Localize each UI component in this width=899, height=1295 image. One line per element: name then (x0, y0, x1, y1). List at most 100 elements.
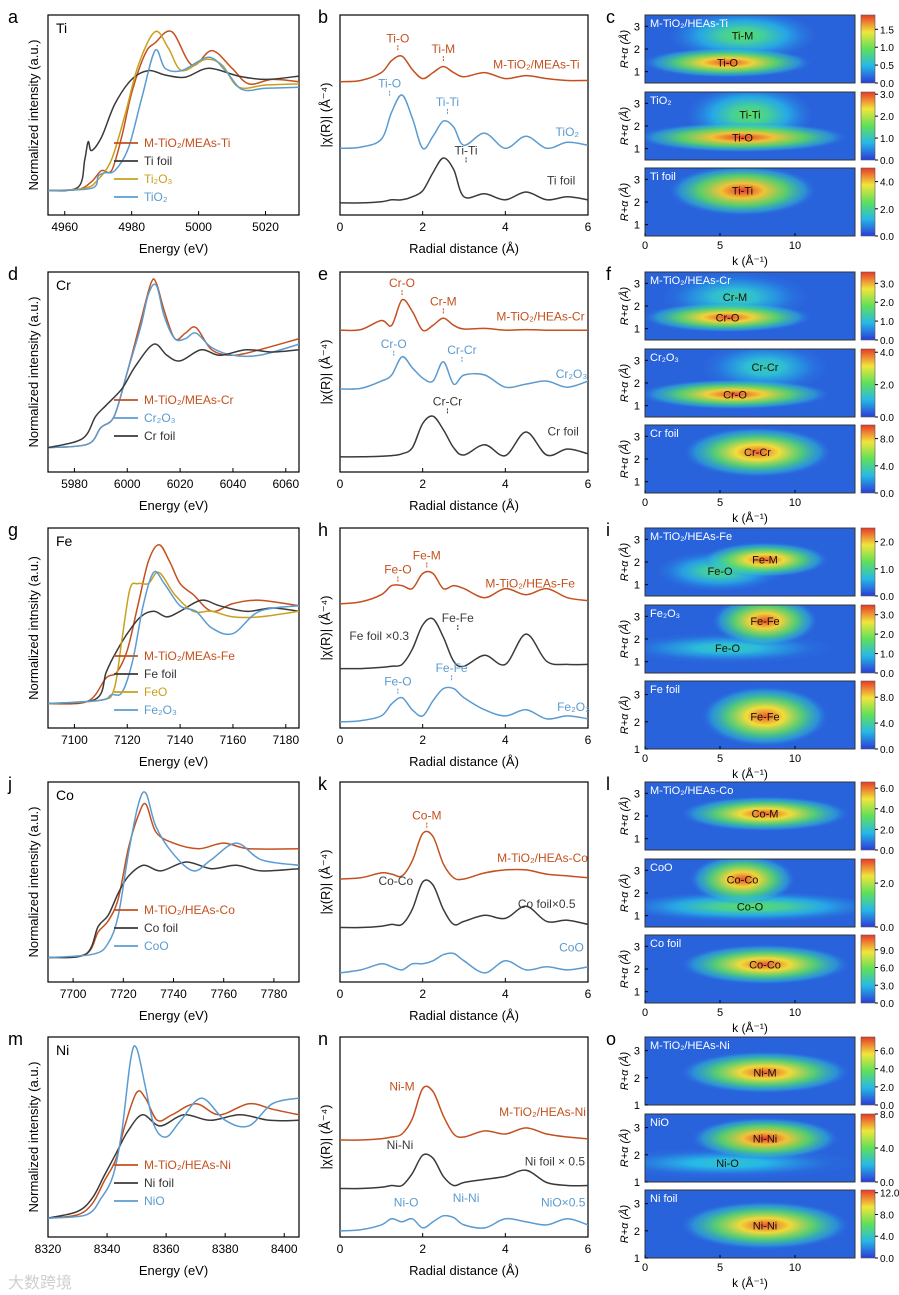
x-axis-label: Energy (eV) (139, 754, 208, 769)
legend-label: M-TiO₂/MEAs-Ti (144, 136, 230, 150)
series-line-2 (340, 94, 588, 150)
series-line-3 (340, 1214, 588, 1232)
legend-label: Ti₂O₃ (144, 172, 173, 186)
y-tick-label: 1 (634, 144, 640, 156)
y-tick-label: 1 (634, 657, 640, 669)
annotation-label: TiO₂ (556, 125, 580, 139)
heatmap (645, 605, 855, 673)
annotation-label: CoO (559, 941, 584, 955)
y-tick-label: 3 (634, 611, 640, 623)
y-tick-label: 3 (634, 1199, 640, 1211)
y-tick-label: 2 (634, 1073, 640, 1085)
y-tick-label: 3 (634, 941, 640, 953)
heatmap (645, 1190, 855, 1258)
x-tick-label: 2 (419, 987, 426, 1001)
element-label: Fe (56, 533, 73, 549)
peak-label: Ti-Ti (739, 110, 760, 122)
plot-frame (339, 271, 589, 473)
legend-label: M-TiO₂/HEAs-Co (144, 903, 235, 917)
peak-label: Fe-O (715, 643, 741, 655)
x-tick-label: 10 (789, 1007, 801, 1019)
sample-name: M-TiO₂/HEAs-Ti (650, 18, 728, 30)
heatmap-peak (690, 859, 795, 905)
panel-letter: o (606, 1029, 616, 1049)
colorbar-tick-label: 2.0 (880, 825, 894, 836)
panel-letter: l (606, 774, 610, 794)
series-group (340, 55, 588, 204)
heatmap (645, 1037, 855, 1105)
y-axis-label: R+α (Å) (618, 439, 631, 478)
legend-label: Ti foil (144, 154, 172, 168)
series-line-1 (340, 55, 588, 83)
x-axis-label: Energy (eV) (139, 498, 208, 513)
x-tick-label: 0 (642, 497, 648, 509)
y-tick-label: 2 (634, 888, 640, 900)
colorbar-tick-label: 8.0 (880, 693, 894, 704)
heatmap (645, 681, 855, 749)
x-axis-label: k (Å⁻¹) (732, 1020, 768, 1035)
x-tick-label: 0 (337, 1242, 344, 1256)
heatmap (645, 528, 855, 596)
peak-label: Ti-M (732, 30, 754, 42)
x-tick-label: 0 (642, 1007, 648, 1019)
series-group (48, 1045, 299, 1219)
colorbar (860, 858, 876, 928)
plot-frame (644, 1189, 856, 1259)
y-tick-label: 3 (634, 431, 640, 443)
series-group (48, 791, 299, 959)
series-line-3 (48, 1045, 299, 1219)
peak-label: Ni-Ni (753, 1220, 777, 1232)
annotation-label: M-TiO₂/HEAs-Fe (485, 576, 575, 590)
colorbar (860, 604, 876, 674)
x-tick-label: 7720 (110, 987, 137, 1001)
x-tick-label: 0 (642, 240, 648, 252)
plot-frame (47, 781, 300, 983)
series-line-3 (340, 686, 588, 723)
heatmap (645, 349, 855, 417)
x-tick-label: 4 (502, 987, 509, 1001)
y-axis-label: R+α (Å) (618, 1051, 631, 1090)
heatmap-peak (645, 122, 848, 153)
annotation-label: Ti-Ti (436, 95, 459, 109)
legend-label: TiO₂ (144, 190, 168, 204)
y-tick-label: 2 (634, 964, 640, 976)
x-axis-label: k (Å⁻¹) (732, 253, 768, 268)
colorbar-tick-label: 0.0 (880, 846, 894, 857)
y-axis-label: R+α (Å) (618, 29, 631, 68)
wavelet-subplot: Fe-O Fe-Fe Fe₂O₃ 1 2 3R+α (Å) 0.0 1.0 2.0 3.0 (618, 604, 894, 680)
colorbar-tick-label: 2.0 (880, 630, 894, 641)
y-axis-label: R+α (Å) (618, 182, 631, 221)
colorbar-tick-label: 2.0 (880, 538, 894, 549)
y-tick-label: 2 (634, 557, 640, 569)
peak-label: Co-O (737, 902, 764, 914)
x-tick-label: 5 (717, 1262, 723, 1274)
x-tick-label: 6 (585, 1242, 592, 1256)
plot-frame (47, 1036, 300, 1238)
peak-label: Ti-O (732, 132, 753, 144)
sample-name: Fe foil (650, 684, 680, 696)
peak-label: Fe-M (752, 555, 778, 567)
legend-label: Cr₂O₃ (144, 411, 176, 425)
series-line-3 (48, 571, 299, 705)
colorbar-tick-label: 4.0 (880, 348, 894, 359)
y-axis-label: R+α (Å) (618, 873, 631, 912)
colorbar (860, 1113, 876, 1183)
peak-label: Cr-Cr (744, 447, 771, 459)
y-tick-label: 2 (634, 634, 640, 646)
heatmap-peak (681, 944, 849, 985)
y-tick-label: 1 (634, 580, 640, 592)
heatmap (645, 15, 855, 83)
sample-name: NiO (650, 1117, 669, 1129)
annotation-label: Ni foil × 0.5 (525, 1154, 586, 1168)
y-tick-label: 2 (634, 1150, 640, 1162)
y-axis-label: Normalized intensity (a.u.) (26, 297, 41, 448)
panel-letter: g (8, 520, 18, 540)
panel-b: 0 2 4 6 Radial distance (Å) |χ(R)| (Å⁻⁴) Ti-O T… (318, 14, 592, 256)
annotation-label: Fe foil ×0.3 (349, 629, 409, 643)
legend-label: M-TiO₂/MEAs-Fe (144, 649, 235, 663)
x-tick-label: 4 (502, 733, 509, 747)
y-tick-label: 2 (634, 378, 640, 390)
y-tick-label: 3 (634, 174, 640, 186)
x-tick-label: 5 (717, 240, 723, 252)
